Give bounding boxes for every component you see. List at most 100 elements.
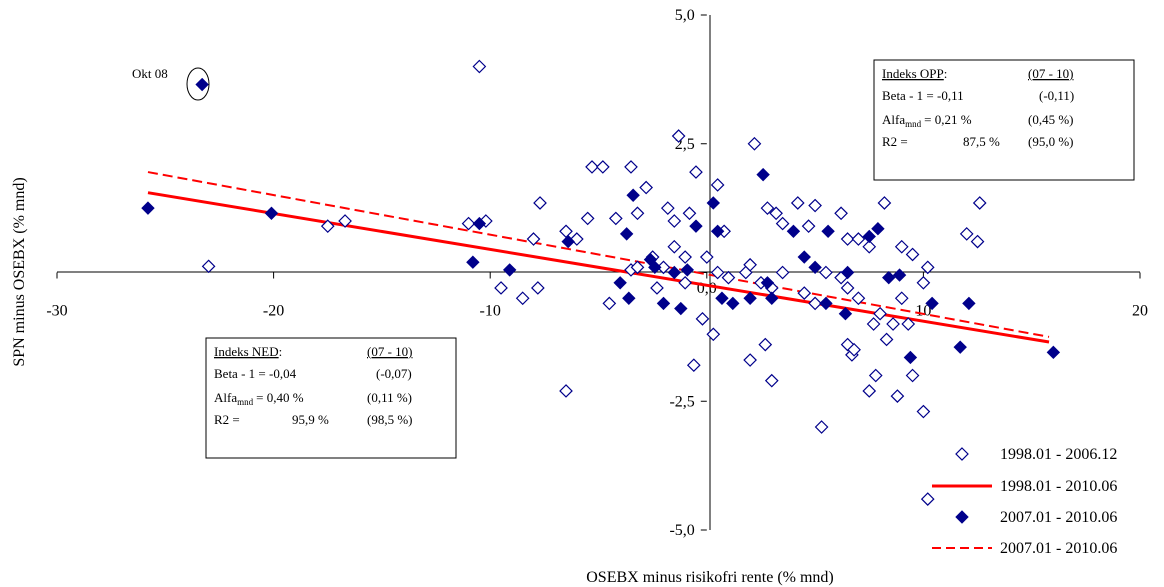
point-1998-2006 xyxy=(743,257,757,272)
box-opp-r2-period: (95,0 %) xyxy=(1028,134,1074,149)
point-2007-2010 xyxy=(903,350,918,365)
x-tick-label: 20 xyxy=(1132,303,1148,320)
point-1998-2006 xyxy=(797,286,812,300)
regression-line-1998-2010 xyxy=(147,191,1050,344)
point-1998-2006 xyxy=(758,337,773,352)
point-2007-2010 xyxy=(626,188,640,202)
point-2007-2010 xyxy=(680,263,695,277)
x-tick-label: -10 xyxy=(480,303,501,320)
point-2007-2010 xyxy=(726,296,740,311)
legend-item-3: 2007.01 - 2010.06 xyxy=(955,509,1117,526)
point-1998-2006 xyxy=(472,59,487,74)
point-2007-2010 xyxy=(710,224,725,239)
box-ned-r2-period: (98,5 %) xyxy=(367,412,413,427)
box-opp-alfa-sub: mnd xyxy=(905,119,922,129)
point-1998-2006 xyxy=(808,198,822,213)
point-1998-2006 xyxy=(533,196,547,210)
point-1998-2006 xyxy=(920,492,935,506)
point-1998-2006 xyxy=(847,342,861,357)
y-tick-label: 5,0 xyxy=(675,7,695,24)
x-tick-label: -30 xyxy=(46,303,67,320)
point-2007-2010 xyxy=(195,77,209,92)
point-1998-2006 xyxy=(894,239,909,254)
ticks xyxy=(56,14,1141,531)
x-axis-title: OSEBX minus risikofri rente (% mnd) xyxy=(586,569,834,586)
box-ned-title-suffix: : xyxy=(279,344,283,359)
point-2007-2010 xyxy=(760,276,775,290)
point-1998-2006 xyxy=(671,129,686,143)
point-1998-2006 xyxy=(814,420,829,434)
point-1998-2006 xyxy=(862,239,877,254)
point-2007-2010 xyxy=(838,306,853,321)
point-2007-2010 xyxy=(715,291,729,305)
point-2007-2010 xyxy=(797,250,811,264)
point-2007-2010 xyxy=(141,201,155,215)
annotation-label: Okt 08 xyxy=(132,66,168,81)
point-1998-2006 xyxy=(580,211,595,226)
svg-text:Alfamnd= 0,21 %: Alfamnd = 0,21 % xyxy=(882,112,972,129)
point-2007-2010 xyxy=(840,265,855,280)
svg-text:Indeks OPP:: Indeks OPP: xyxy=(882,66,947,81)
legend-label-1: 1998.01 - 2006.12 xyxy=(1000,446,1117,463)
point-2007-2010 xyxy=(962,296,976,311)
point-1998-2006 xyxy=(886,317,900,331)
point-1998-2006 xyxy=(764,373,779,388)
point-1998-2006 xyxy=(686,358,701,373)
point-1998-2006 xyxy=(901,317,916,331)
legend-label-2: 1998.01 - 2010.06 xyxy=(1000,478,1117,495)
stats-box-ned-frame xyxy=(205,337,457,459)
point-1998-2006 xyxy=(819,265,833,280)
box-ned-period: (07 - 10) xyxy=(367,344,413,359)
point-2007-2010 xyxy=(466,255,480,269)
point-2007-2010 xyxy=(871,222,885,236)
point-2007-2010 xyxy=(743,291,757,305)
point-1998-2006 xyxy=(689,165,703,179)
legend-item-4: 2007.01 - 2010.06 xyxy=(932,540,1117,557)
point-1998-2006 xyxy=(920,260,935,275)
point-1998-2006 xyxy=(595,160,610,174)
point-1998-2006 xyxy=(873,306,887,321)
y-tick-label: -2,5 xyxy=(669,393,694,410)
point-2007-2010 xyxy=(667,265,682,280)
box-opp-title-suffix: : xyxy=(944,66,948,81)
point-2007-2010 xyxy=(862,229,876,244)
point-1998-2006 xyxy=(721,270,736,285)
point-2007-2010 xyxy=(819,296,833,311)
point-1998-2006 xyxy=(585,160,599,174)
y-axis-title: SPN minus OSEBX (% mnd) xyxy=(11,177,28,366)
stats-box-opp-frame xyxy=(873,59,1135,181)
point-1998-2006 xyxy=(710,265,725,280)
box-ned-alfa-label: Alfa xyxy=(214,390,237,405)
point-2007-2010 xyxy=(882,270,896,285)
point-1998-2006 xyxy=(338,214,352,228)
point-1998-2006 xyxy=(769,206,783,221)
point-1998-2006 xyxy=(706,327,721,342)
point-1998-2006 xyxy=(710,178,725,192)
box-opp-title: Indeks OPP xyxy=(882,66,944,81)
point-2007-2010 xyxy=(765,291,779,305)
box-opp-alfa-value: = 0,21 % xyxy=(924,112,972,127)
point-1998-2006 xyxy=(840,281,855,295)
box-opp-period: (07 - 10) xyxy=(1028,66,1074,81)
box-opp-r2-value: 87,5 % xyxy=(963,134,1000,149)
regression-lines xyxy=(147,171,1050,344)
box-ned-beta-period: (-0,07) xyxy=(376,366,412,381)
point-1998-2006 xyxy=(602,296,617,311)
point-1998-2006 xyxy=(916,275,931,290)
point-1998-2006 xyxy=(959,227,974,241)
point-1998-2006 xyxy=(678,250,692,264)
box-opp-r2-label: R2 = xyxy=(882,134,908,149)
svg-text:Indeks NED:: Indeks NED: xyxy=(214,344,282,359)
box-opp-beta-period: (-0,11) xyxy=(1039,88,1074,103)
point-1998-2006 xyxy=(667,214,682,228)
point-1998-2006 xyxy=(851,291,866,306)
point-1998-2006 xyxy=(650,281,664,295)
point-1998-2006 xyxy=(639,180,654,195)
legend: 1998.01 - 2006.12 1998.01 - 2010.06 2007… xyxy=(932,446,1117,557)
point-1998-2006 xyxy=(743,353,757,367)
legend-label-4: 2007.01 - 2010.06 xyxy=(1000,540,1117,557)
point-1998-2006 xyxy=(699,250,714,264)
point-1998-2006 xyxy=(868,368,883,383)
x-tick-label: -20 xyxy=(263,303,284,320)
